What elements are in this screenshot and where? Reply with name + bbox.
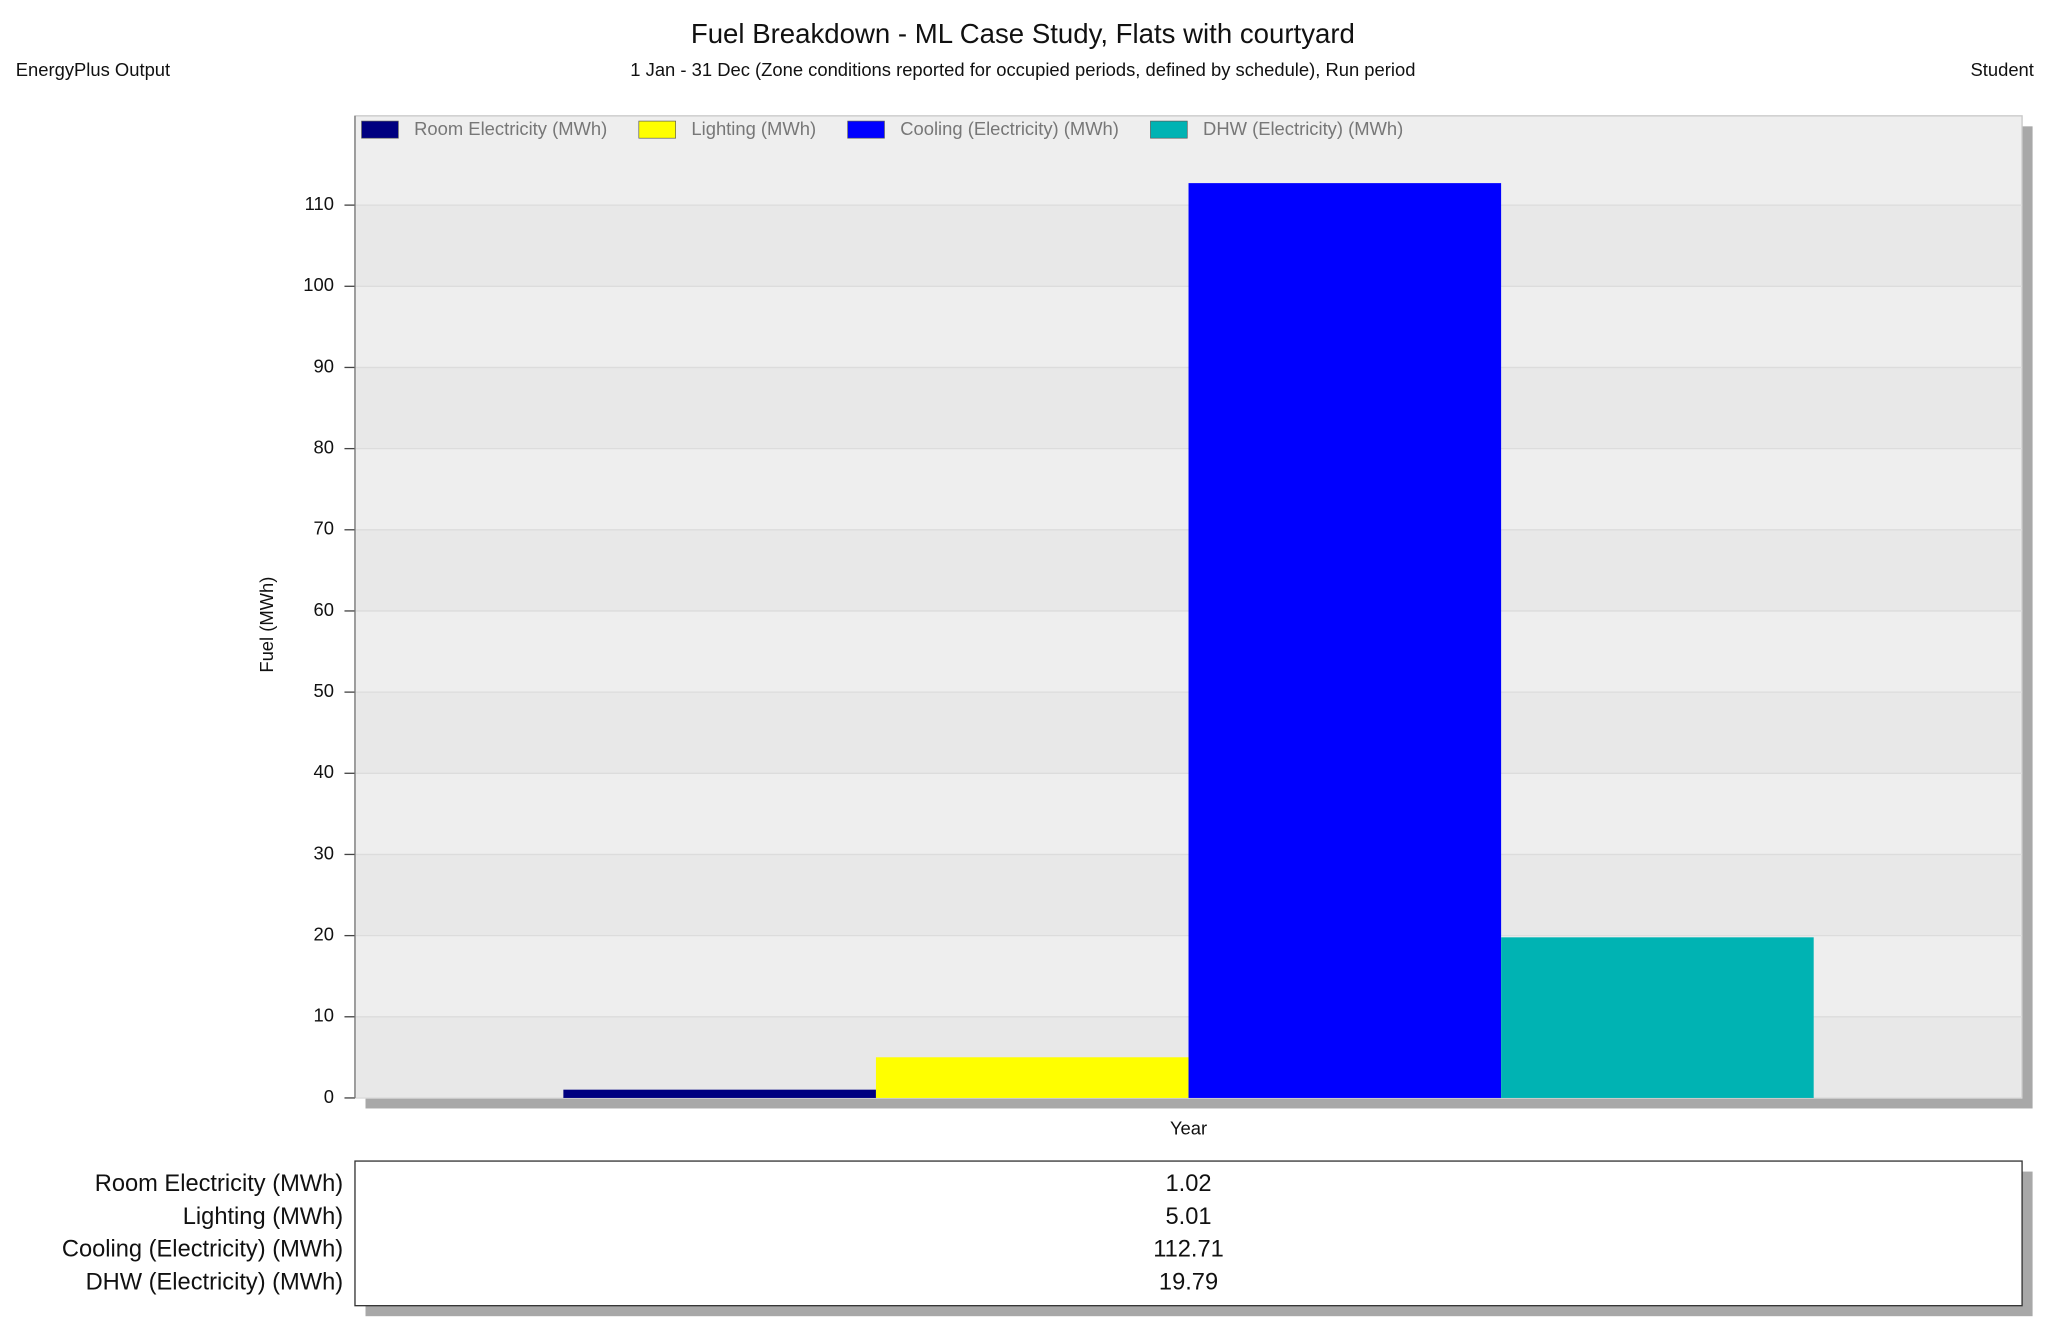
bar <box>563 1089 876 1098</box>
legend-label: Cooling (Electricity) (MWh) <box>900 118 1119 139</box>
table-row-label: Room Electricity (MWh) <box>95 1171 343 1197</box>
table-value: 112.71 <box>1153 1237 1224 1263</box>
subtitle: 1 Jan - 31 Dec (Zone conditions reported… <box>630 59 1415 80</box>
y-tick-label: 90 <box>313 355 333 376</box>
header-left: EnergyPlus Output <box>16 59 170 80</box>
table-value: 19.79 <box>1159 1270 1218 1296</box>
y-tick-label: 20 <box>313 923 333 944</box>
table-row-label: Lighting (MWh) <box>183 1204 343 1230</box>
y-tick-label: 40 <box>313 761 333 782</box>
y-tick-label: 50 <box>313 680 333 701</box>
y-tick-label: 30 <box>313 842 333 863</box>
legend-swatch <box>847 120 885 139</box>
y-tick-label: 110 <box>305 193 334 214</box>
y-tick-label: 100 <box>303 274 334 295</box>
bar <box>1501 937 1814 1098</box>
legend-swatch <box>638 120 676 139</box>
data-table <box>354 1160 2023 1307</box>
x-tick-label: Year <box>1170 1117 1207 1138</box>
legend-label: DHW (Electricity) (MWh) <box>1203 118 1403 139</box>
y-tick-label: 80 <box>313 436 333 457</box>
bar <box>875 1057 1189 1098</box>
legend-swatch <box>1150 120 1188 139</box>
legend-label: Room Electricity (MWh) <box>414 118 607 139</box>
y-tick-label: 10 <box>313 1005 333 1026</box>
legend-label: Lighting (MWh) <box>691 118 816 139</box>
table-value: 5.01 <box>1166 1204 1212 1230</box>
table-value: 1.02 <box>1166 1171 1212 1197</box>
bar <box>1188 183 1502 1098</box>
chart-title: Fuel Breakdown - ML Case Study, Flats wi… <box>691 18 1355 49</box>
y-tick-label: 60 <box>313 599 333 620</box>
chart-layer: 0 10 20 30 40 50 60 70 80 90 100 110 Year Room Electr… <box>62 115 2023 1296</box>
y-axis-label: Fuel (MWh) <box>256 577 277 673</box>
table-row-label: Cooling (Electricity) (MWh) <box>62 1237 343 1263</box>
header-right: Student <box>1971 59 2034 80</box>
y-tick-label: 70 <box>313 518 333 539</box>
table-row-label: DHW (Electricity) (MWh) <box>86 1270 344 1296</box>
y-tick-label: 0 <box>324 1086 334 1107</box>
legend-swatch <box>361 120 399 139</box>
